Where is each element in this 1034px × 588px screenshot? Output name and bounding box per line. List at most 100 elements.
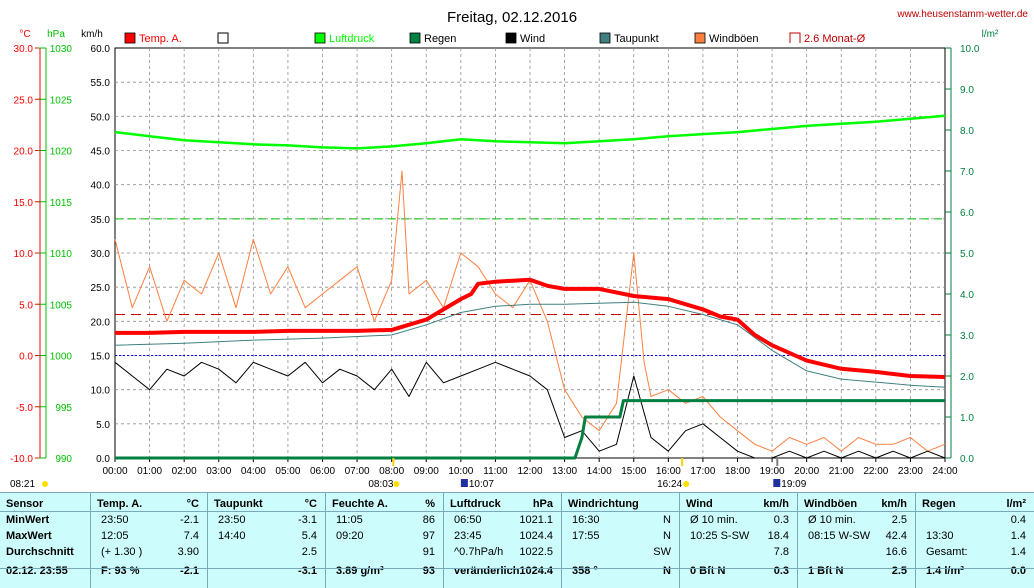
sunset-icon — [683, 481, 690, 487]
time-tick-label: 17:00 — [690, 466, 715, 477]
stats-row: 91 — [326, 544, 443, 560]
stats-label: 12:05 — [101, 530, 129, 542]
rain-tick-label: 1.0 — [960, 413, 974, 424]
stats-label: 3.89 g/m³ — [336, 565, 384, 577]
stats-label: 09:20 — [336, 530, 364, 542]
time-tick-label: 04:00 — [241, 466, 266, 477]
column-unit: °C — [304, 498, 317, 510]
stats-column: Feuchte A.% 11:05 86 09:20 97 91 3.89 g/m³ 93 — [325, 493, 443, 588]
sunrise-label: 08:03 — [368, 479, 393, 490]
hpa-tick-label: 1030 — [50, 44, 73, 55]
rain-tick-label: 3.0 — [960, 331, 974, 342]
stats-value: 1022.5 — [519, 546, 553, 558]
rain-tick-label: 8.0 — [960, 126, 974, 137]
column-title: Regen — [922, 498, 956, 510]
stats-column-header: Regen l/m² — [916, 496, 1034, 512]
column-unit: hPa — [532, 498, 553, 510]
column-title: Feuchte A. — [332, 498, 388, 510]
stats-value: 2.5 — [301, 546, 317, 558]
stats-row: Durchschnitt — [0, 544, 90, 560]
stats-row: 1 Bft N 2.5 — [798, 563, 915, 579]
series-line-regen — [115, 399, 945, 460]
stats-row: 7.8 — [680, 544, 797, 560]
legend-swatch — [217, 32, 229, 44]
plot-area: 30.0 25.0 20.0 15.0 10.0 5.0 0.0 -5.0 -10.0 1030 1… — [10, 44, 980, 490]
kmh-tick-label: 0.0 — [96, 454, 110, 465]
moonset-label: 19:09 — [781, 479, 806, 490]
stats-value: 86 — [422, 514, 435, 526]
stats-row: 06:50 1021.1 — [444, 512, 561, 528]
time-tick-label: 07:00 — [345, 466, 370, 477]
kmh-tick-label: 10.0 — [91, 386, 111, 397]
stats-label: 1 Bft N — [808, 565, 844, 577]
stats-value: 91 — [422, 546, 435, 558]
column-title: Windböen — [804, 498, 858, 510]
legend-swatch — [124, 32, 136, 44]
stats-row: -3.1 — [208, 563, 325, 579]
rain-tick-label: 4.0 — [960, 290, 974, 301]
legend-label: Temp. A. — [139, 33, 182, 45]
stats-value: 16.6 — [885, 546, 907, 558]
stats-column: Temp. A. °C 23:50 -2.1 12:05 7.4 (+ 1.30 ) 3.90… — [90, 493, 207, 588]
time-tick-label: 11:00 — [483, 466, 508, 477]
stats-value: -3.1 — [298, 565, 317, 577]
stats-row: MaxWert — [0, 528, 90, 544]
sunrise-icon — [393, 481, 400, 487]
legend-swatch — [599, 32, 611, 44]
stats-row: SW — [562, 544, 679, 560]
time-tick-label: 10:00 — [448, 466, 473, 477]
site-link[interactable]: www.heusenstamm-wetter.de — [896, 9, 1028, 20]
stats-row: 23:50 -3.1 — [208, 512, 325, 528]
stats-column: Regen l/m² 0.4 13:30 1.4 Gesamt: 1.4 1.4 l/m² 0.… — [915, 493, 1034, 588]
time-tick-label: 21:00 — [829, 466, 854, 477]
stats-value: 1021.1 — [519, 514, 553, 526]
time-tick-label: 02:00 — [172, 466, 197, 477]
column-title: Windrichtung — [568, 498, 639, 510]
moonrise-label: 10:07 — [469, 479, 494, 490]
stats-label: ^0.7hPa/h — [454, 546, 504, 558]
sunset-label: 16:24 — [657, 479, 682, 490]
legend-label: Wind — [520, 33, 545, 45]
column-title: Sensor — [6, 498, 44, 510]
legend-swatch — [694, 32, 706, 44]
time-tick-label: 06:00 — [310, 466, 335, 477]
rain-tick-label: 7.0 — [960, 167, 974, 178]
stats-column-header: Windrichtung — [562, 496, 679, 512]
stats-row: 17:55 N — [562, 528, 679, 544]
stats-row: 23:50 -2.1 — [91, 512, 207, 528]
stats-value: 42.4 — [885, 530, 907, 542]
stats-label: 06:50 — [454, 514, 482, 526]
stats-label: Gesamt: — [926, 546, 968, 558]
stats-column: Luftdruck hPa 06:50 1021.1 23:45 1024.4 ^0.7hP… — [443, 493, 561, 588]
current-time-label: 08:21 — [10, 479, 35, 490]
stats-row: veränderlich 1024.4 — [444, 563, 561, 579]
stats-column-header: Taupunkt °C — [208, 496, 325, 512]
stats-row: 16:30 N — [562, 512, 679, 528]
stats-label: 11:05 — [336, 514, 363, 526]
stats-value: 5.4 — [301, 530, 317, 542]
stats-header-separator — [0, 511, 1034, 512]
kmh-tick-label: 55.0 — [91, 78, 111, 89]
stats-row: 0 Bft N 0.3 — [680, 563, 797, 579]
kmh-tick-label: 30.0 — [91, 249, 111, 260]
stats-value: -2.1 — [180, 565, 199, 577]
stats-row: 3.89 g/m³ 93 — [326, 563, 443, 579]
stats-label: Durchschnitt — [6, 546, 74, 558]
stats-row: 2.5 — [208, 544, 325, 560]
temp-tick-label: 20.0 — [14, 147, 34, 158]
weather-chart: Freitag, 02.12.2016 www.heusenstamm-wett… — [10, 9, 1028, 490]
stats-row: Ø 10 min. 0.3 — [680, 512, 797, 528]
stats-value: 0.3 — [773, 565, 789, 577]
stats-row: 1.4 l/m² 0.0 — [916, 563, 1034, 579]
kmh-tick-label: 25.0 — [91, 283, 111, 294]
kmh-tick-label: 35.0 — [91, 215, 111, 226]
stats-column-header: Windböen km/h — [798, 496, 915, 512]
hpa-tick-label: 1000 — [50, 352, 73, 363]
stats-value: N — [663, 514, 671, 526]
series-line-temp-a- — [115, 277, 946, 379]
column-unit: l/m² — [1006, 498, 1026, 510]
stats-column: Taupunkt °C 23:50 -3.1 14:40 5.4 2.5 -3.1 — [207, 493, 325, 588]
stats-value: 2.5 — [891, 565, 907, 577]
column-title: Wind — [686, 498, 713, 510]
